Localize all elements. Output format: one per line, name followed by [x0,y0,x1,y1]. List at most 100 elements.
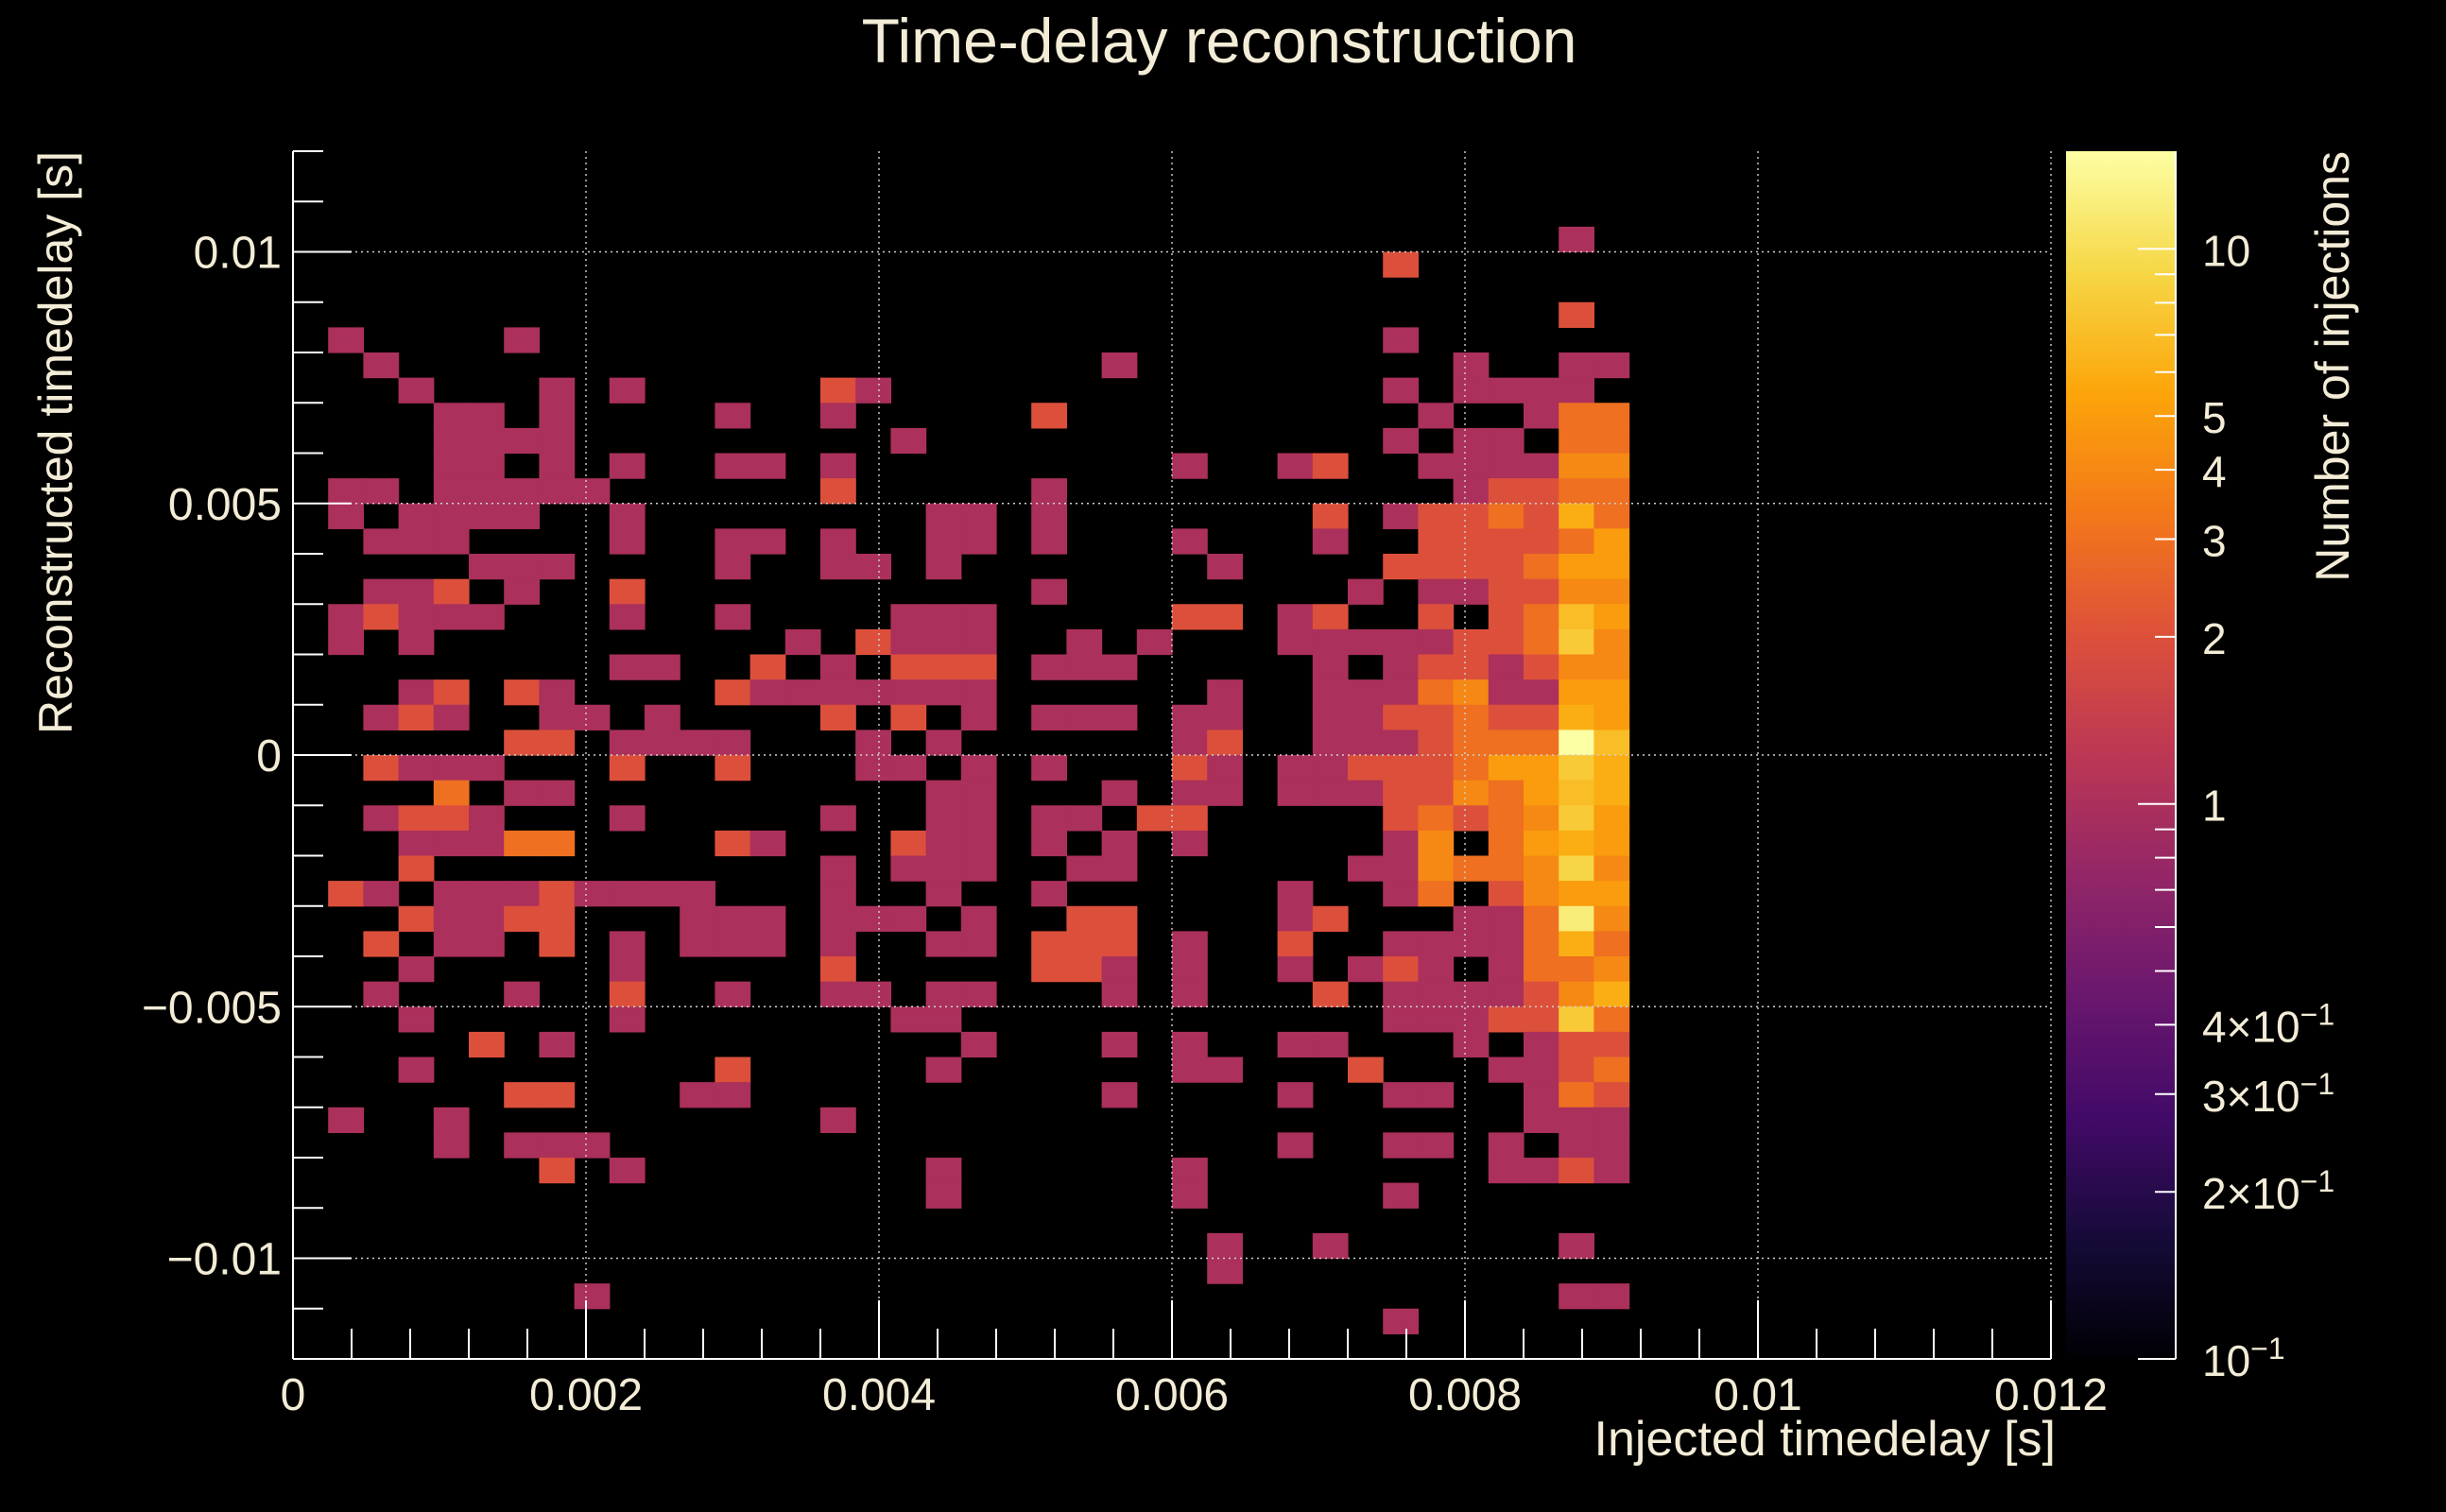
heatmap-cell [328,478,364,505]
heatmap-cell [1453,453,1490,479]
heatmap-cell [539,1082,576,1108]
heatmap-cell [1524,780,1559,806]
heatmap-cell [363,478,400,505]
heatmap-cell [715,604,751,630]
heatmap-cell [1593,654,1630,680]
heatmap-cell [1383,327,1419,353]
heatmap-cell [820,554,856,580]
heatmap-cell [820,704,856,730]
heatmap-cell [539,830,576,857]
heatmap-cell [398,679,435,706]
heatmap-cell [504,679,540,706]
heatmap-cell [1312,1031,1349,1058]
heatmap-cell [1383,830,1419,857]
heatmap-cell [715,755,751,782]
heatmap-cell [469,503,505,529]
heatmap-cell [1418,1006,1455,1033]
heatmap-cell [1488,730,1524,756]
heatmap-cell [960,628,997,656]
heatmap-cell [1172,730,1208,756]
heatmap-cell [363,704,400,730]
heatmap-cell [1101,830,1138,857]
heatmap-cell [1101,1031,1138,1058]
heatmap-cell [680,1082,715,1108]
heatmap-cell [1031,478,1067,505]
heatmap-cell [820,931,856,957]
heatmap-cell [925,830,962,857]
heatmap-cell [363,755,400,782]
heatmap-cell [1524,905,1559,932]
heatmap-cell [1453,377,1490,404]
heatmap-cell [1593,1132,1630,1159]
heatmap-cell [1593,1031,1630,1058]
heatmap-cell [1418,730,1455,756]
heatmap-cell [1524,604,1559,630]
heatmap-cell [645,654,680,680]
heatmap-cell [749,528,786,555]
x-tick-label: 0.008 [1408,1370,1522,1420]
heatmap-cell [820,981,856,1007]
heatmap-cell [1453,805,1490,832]
heatmap-cell [1031,755,1067,782]
heatmap-cell [504,905,540,932]
heatmap-cell [925,931,962,957]
heatmap-cell [1453,1006,1490,1033]
heatmap-cell [820,905,856,932]
heatmap-cell [1172,830,1208,857]
heatmap-cell [1488,1132,1524,1159]
heatmap-cell [1277,905,1314,932]
heatmap-cell [1559,805,1594,832]
heatmap-cell [1524,881,1559,907]
axes-frame [292,150,2052,1360]
heatmap-cell [504,427,540,455]
heatmap-cell [1559,855,1594,882]
heatmap-cell [645,730,680,756]
heatmap-cell [1277,755,1314,782]
heatmap-cell [1207,1258,1243,1284]
heatmap-cell [1277,1031,1314,1058]
heatmap-cell [1348,855,1384,882]
heatmap-cell [1593,554,1630,580]
heatmap-cell [820,855,856,882]
heatmap-cell [749,654,786,680]
heatmap-cell [855,905,891,932]
heatmap-cell [609,377,646,404]
heatmap-cell [1101,855,1138,882]
heatmap-cell [1524,403,1559,429]
heatmap-cell [1383,931,1419,957]
heatmap-cell [1453,503,1490,529]
heatmap-cell [820,956,856,983]
heatmap-cell [1101,654,1138,680]
heatmap-cell [1453,478,1490,505]
heatmap-cell [1383,805,1419,832]
heatmap-cell [363,578,400,605]
heatmap-cell [1593,578,1630,605]
heatmap-cell [680,905,715,932]
heatmap-cell [1593,805,1630,832]
heatmap-cell [539,1132,576,1159]
heatmap-cell [1488,805,1524,832]
heatmap-cell [715,981,751,1007]
heatmap-cell [1488,855,1524,882]
x-tick-label: 0.006 [1115,1370,1229,1420]
heatmap-cell [1559,352,1594,379]
heatmap-cell [1524,931,1559,957]
heatmap-cell [1559,301,1594,328]
heatmap-cell [960,1031,997,1058]
heatmap-cell [890,1006,927,1033]
heatmap-cell [715,931,751,957]
heatmap-cell [433,931,470,957]
heatmap-cell [1418,755,1455,782]
heatmap-cell [574,881,611,907]
heatmap-cell [1418,453,1455,479]
heatmap-cell [960,679,997,706]
heatmap-cell [1418,805,1455,832]
heatmap-cell [1066,905,1103,932]
heatmap-cell [784,679,821,706]
heatmap-cell [855,628,891,656]
heatmap-cell [1524,528,1559,555]
heatmap-cell [1172,956,1208,983]
heatmap-cell [1136,628,1173,656]
heatmap-cell [433,679,470,706]
